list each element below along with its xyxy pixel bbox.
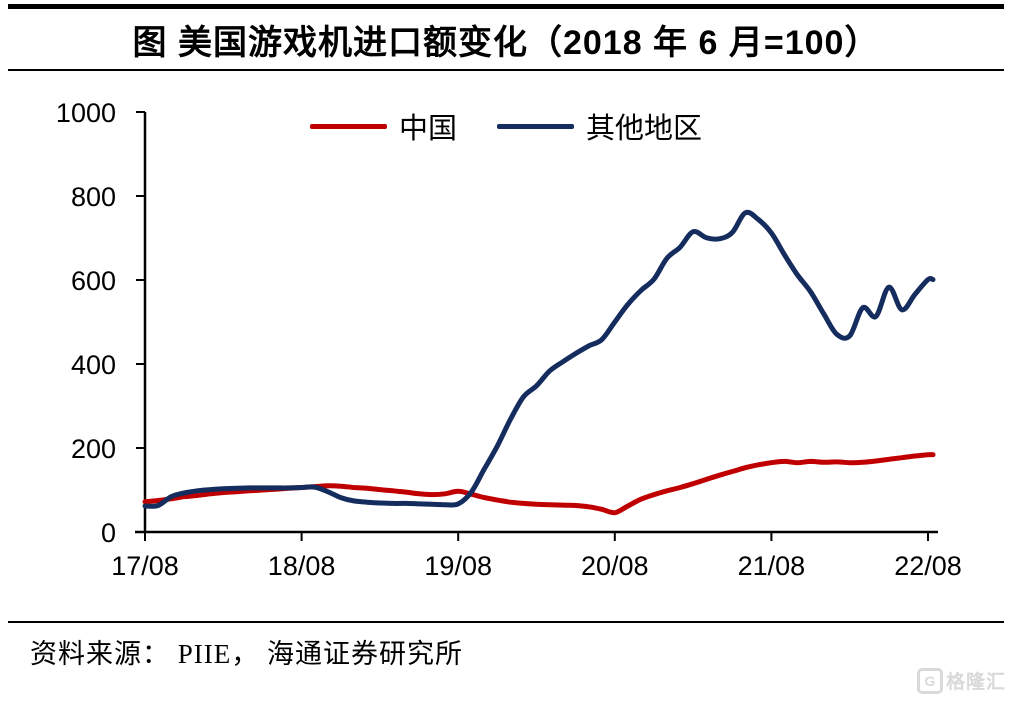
series-line-other-regions — [142, 209, 936, 509]
legend-swatch-china-icon — [309, 123, 387, 129]
legend-item-china: 中国 — [309, 105, 457, 147]
y-tick-label: 1000 — [56, 98, 116, 128]
legend-label-other-regions: 其他地区 — [586, 113, 703, 145]
y-tick-label: 600 — [71, 266, 116, 296]
chart-title: 图 美国游戏机进口额变化（2018 年 6 月=100） — [132, 23, 880, 62]
y-tick-label: 800 — [71, 182, 116, 212]
title-band: 图 美国游戏机进口额变化（2018 年 6 月=100） — [8, 4, 1004, 71]
gelonghui-logo: G — [916, 667, 943, 694]
x-tick-label: 19/08 — [424, 551, 492, 581]
y-tick-label: 400 — [71, 350, 116, 380]
x-tick-label: 22/08 — [894, 551, 962, 581]
x-tick-label: 18/08 — [268, 551, 336, 581]
x-tick-label: 20/08 — [581, 551, 649, 581]
gelonghui-watermark: G 格隆汇 — [916, 667, 1006, 694]
legend-swatch-other-regions-icon — [497, 123, 574, 129]
source-text: 资料来源： PIIE， 海通证券研究所 — [30, 639, 463, 669]
axes — [135, 112, 938, 534]
legend-item-other-regions: 其他地区 — [497, 105, 702, 147]
series-line-china — [142, 452, 936, 516]
legend-label-china: 中国 — [398, 113, 457, 145]
y-tick-label: 0 — [101, 518, 116, 548]
x-tick-label: 21/08 — [738, 551, 806, 581]
y-tick-label: 200 — [71, 434, 116, 464]
x-tick-label: 17/08 — [111, 551, 179, 581]
source-divider — [8, 621, 1004, 623]
gelonghui-logo-text: 格隆汇 — [945, 672, 1006, 693]
chart-legend: 中国 其他地区 — [0, 110, 1012, 145]
